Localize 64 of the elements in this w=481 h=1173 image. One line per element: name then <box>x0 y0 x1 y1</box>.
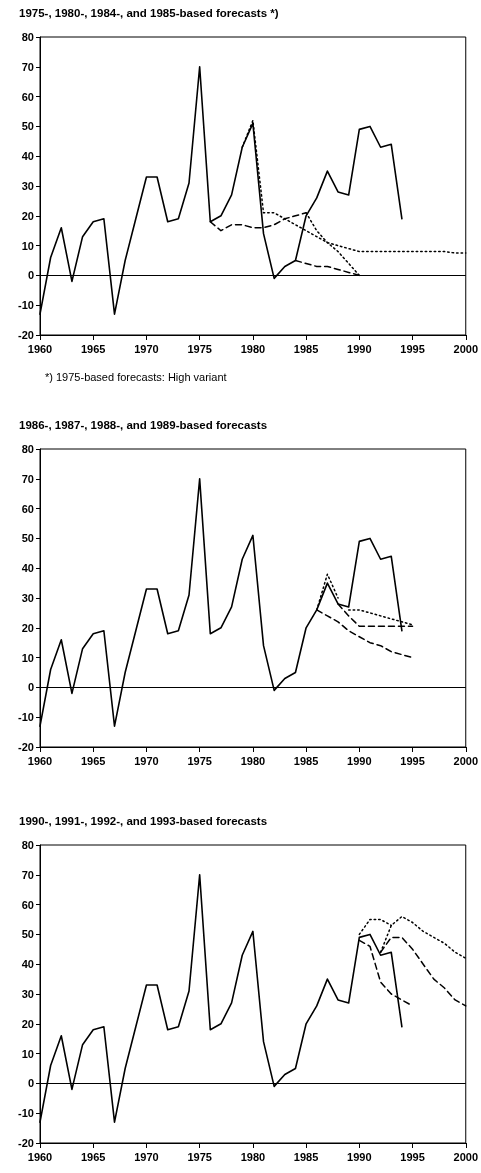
x-tick-label: 1965 <box>80 342 106 355</box>
y-tick-label: 10 <box>21 1047 34 1060</box>
y-tick-label: 80 <box>21 839 34 851</box>
x-tick-label: 1970 <box>134 754 159 767</box>
x-tick-label: 1985 <box>293 1150 319 1163</box>
y-tick-label: 70 <box>21 60 34 73</box>
y-tick-label: -20 <box>18 741 34 753</box>
x-tick-label: 1985 <box>293 342 319 355</box>
y-tick-label: -20 <box>18 329 34 341</box>
y-tick-label: 70 <box>21 472 34 485</box>
y-tick-label: 30 <box>21 592 34 604</box>
y-tick-label: -20 <box>18 1137 34 1149</box>
x-tick-label: 1960 <box>27 1150 53 1163</box>
x-tick-label: 1995 <box>400 342 425 355</box>
y-tick-label: 30 <box>21 180 34 192</box>
x-tick-label: 1965 <box>80 754 106 767</box>
y-tick-label: 20 <box>21 209 34 222</box>
text: *) 1975-based forecasts: High variant <box>45 370 227 383</box>
y-tick-label: 20 <box>21 621 34 634</box>
y-tick-label: 40 <box>21 958 34 971</box>
x-tick-label: 1965 <box>80 1150 106 1163</box>
x-tick-label: 1960 <box>27 754 53 767</box>
y-tick-label: 70 <box>21 868 34 881</box>
y-tick-label: 20 <box>21 1017 34 1030</box>
y-tick-label: 30 <box>21 988 34 1000</box>
x-tick-label: 1980 <box>240 1150 266 1163</box>
x-tick-label: 1995 <box>400 1150 425 1163</box>
y-tick-label: 10 <box>21 651 34 664</box>
y-tick-label: 10 <box>21 239 34 252</box>
y-tick-label: 80 <box>21 31 34 43</box>
y-tick-label: -10 <box>18 711 34 724</box>
x-tick-label: 1970 <box>134 1150 159 1163</box>
x-tick-label: 1975 <box>187 1150 212 1163</box>
y-tick-label: -10 <box>18 299 34 312</box>
x-tick-label: 1960 <box>27 342 53 355</box>
x-tick-label: 1975 <box>187 342 212 355</box>
y-tick-label: 50 <box>21 532 34 545</box>
y-tick-label: 0 <box>27 269 34 282</box>
x-tick-label: 1990 <box>347 754 372 767</box>
chart-title: 1986-, 1987-, 1988-, and 1989-based forecasts <box>19 419 268 431</box>
y-tick-label: 80 <box>21 443 34 455</box>
y-tick-label: 50 <box>21 120 34 133</box>
y-tick-label: 40 <box>21 150 34 163</box>
x-tick-label: 2000 <box>453 1150 479 1163</box>
x-tick-label: 1990 <box>347 342 372 355</box>
y-tick-label: 0 <box>27 1077 34 1090</box>
x-tick-label: 2000 <box>453 342 479 355</box>
chart-title: 1990-, 1991-, 1992-, and 1993-based forecasts <box>19 815 268 827</box>
x-tick-label: 2000 <box>453 754 479 767</box>
x-tick-label: 1985 <box>293 754 319 767</box>
x-tick-label: 1995 <box>400 754 425 767</box>
x-tick-label: 1970 <box>134 342 159 355</box>
y-tick-label: 60 <box>21 90 34 103</box>
y-tick-label: -10 <box>18 1107 34 1120</box>
x-tick-label: 1980 <box>240 754 266 767</box>
chart-title: 1975-, 1980-, 1984-, and 1985-based forecasts *) <box>19 7 279 19</box>
y-tick-label: 60 <box>21 898 34 911</box>
x-tick-label: 1980 <box>240 342 266 355</box>
y-tick-label: 40 <box>21 562 34 575</box>
y-tick-label: 60 <box>21 502 34 515</box>
x-tick-label: 1990 <box>347 1150 372 1163</box>
x-tick-label: 1975 <box>187 754 212 767</box>
y-tick-label: 50 <box>21 928 34 941</box>
y-tick-label: 0 <box>27 681 34 694</box>
